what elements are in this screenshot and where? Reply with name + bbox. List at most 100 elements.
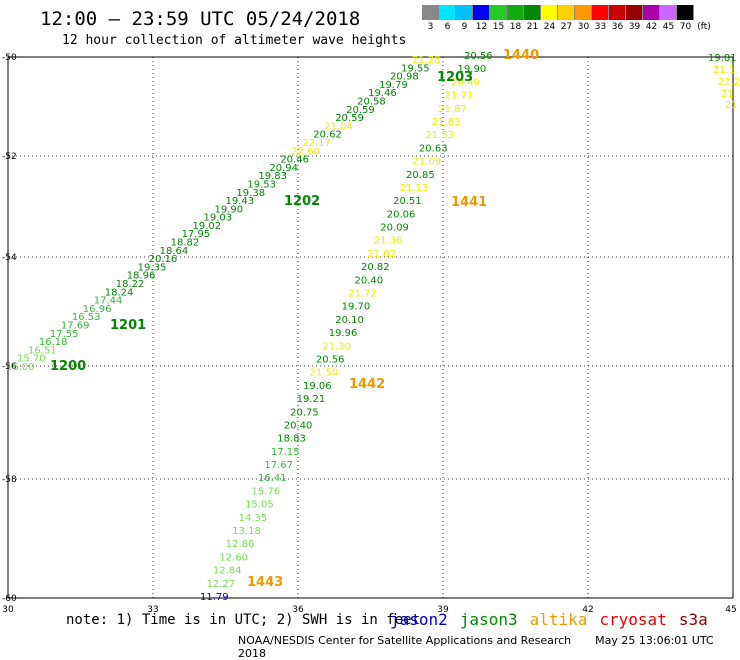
y-tick-label: -60 [2,594,17,604]
color-scale-label: 42 [645,22,658,32]
wave-height-label: 16.53 [72,312,101,323]
wave-height-label: 22.2 [718,77,740,88]
page-title: 12:00 — 23:59 UTC 05/24/2018 [40,8,361,30]
wave-height-label: 14.35 [239,513,268,524]
wave-height-label: 16.18 [39,337,68,348]
color-scale-label: 24 [543,22,556,32]
wave-height-label: 19.53 [247,179,276,190]
legend-item-altika: altika [529,610,588,629]
wave-height-label: 17.67 [264,460,293,471]
wave-height-label: 18.22 [116,279,145,290]
wave-height-label: 19.90 [458,64,487,75]
wave-height-label: 19.46 [368,88,397,99]
pass-time-label: 1442 [349,377,385,392]
wave-height-label: 19.70 [342,302,371,313]
pass-time-label: 1443 [247,575,283,590]
pass-time-label: 1203 [437,70,473,85]
page-subtitle: 12 hour collection of altimeter wave hei… [62,33,407,48]
wave-height-label: 19.55 [401,63,430,74]
wave-height-label: 18.24 [105,287,134,298]
wave-height-label: 21.1 [713,65,735,76]
color-scale-label: 3 [427,22,434,32]
wave-height-label: 19.38 [236,188,265,199]
wave-height-label: 19.81 [708,53,737,64]
wave-height-label: 17.44 [94,296,123,307]
wave-height-label: 20.94 [269,163,298,174]
wave-height-label: 12.60 [219,552,248,563]
units-note: note: 1) Time is in UTC; 2) SWH is in fe… [66,612,421,628]
wave-height-label: 19.06 [303,381,332,392]
color-scale-label: 6 [444,22,451,32]
color-scale-label: 70 [679,22,692,32]
color-swatch [439,5,456,20]
wave-height-label: 19.35 [138,262,167,273]
color-scale-label: 30 [577,22,590,32]
wave-height-label: 18.82 [171,238,200,249]
wave-height-label: 20.75 [290,407,319,418]
wave-height-label: 20.40 [355,275,384,286]
wave-height-label: 13.18 [232,526,261,537]
color-scale-bar [422,5,694,20]
wave-height-label: 21. [721,89,737,100]
wave-height-label: 21 [725,100,738,111]
y-tick-label: -54 [2,253,17,263]
legend-item-jason2: jason2 [390,610,448,629]
wave-height-label: 20.46 [280,155,309,166]
wave-height-label: 19.03 [204,213,233,224]
color-swatch [677,5,694,20]
pass-time-label: 1200 [50,359,86,374]
color-scale-label: (ft) [697,22,711,32]
y-tick-label: -58 [2,475,17,485]
color-scale-label: 15 [492,22,505,32]
wave-height-label: 20.62 [313,130,342,141]
legend-item-s3a: s3a [678,610,708,629]
pass-time-label: 1440 [503,48,539,63]
color-swatch [473,5,490,20]
wave-height-label: 18.64 [160,246,189,257]
wave-height-label: 21.04 [324,121,353,132]
wave-height-label: 20.98 [390,72,419,83]
wave-height-label: 19.02 [193,221,222,232]
legend-item-cryosat: cryosat [599,610,667,629]
wave-height-label: 21.30 [322,341,351,352]
wave-height-label: 18.83 [277,434,306,445]
wave-height-label: 12.86 [226,539,255,550]
wave-height-label: 21.28 [412,55,441,66]
wave-height-label: 16.00 [6,362,35,373]
wave-height-label: 20.85 [406,170,435,181]
wave-height-label: 12.84 [213,566,242,577]
satellite-legend: jason2 jason3 altika cryosat s3a [390,610,720,629]
x-tick-label: 45 [725,605,736,615]
x-tick-label: 30 [2,605,14,615]
wave-height-label: 17.95 [182,229,211,240]
color-swatch [592,5,609,20]
pass-time-label: 1202 [284,194,320,209]
color-swatch [609,5,626,20]
wave-height-label: 21.71 [445,91,474,102]
map-grid [7,56,734,599]
wave-height-label: 20.59 [346,105,375,116]
x-tick-label: 39 [437,605,449,615]
color-swatch [541,5,558,20]
wave-height-label: 19.21 [297,394,326,405]
color-swatch [507,5,524,20]
axis-ticks: 30 33 36 39 42 45 -50 -52 -54 -56 -58 -60 [2,53,737,615]
wave-height-label: 21.36 [374,236,403,247]
footer-credit: NOAA/NESDIS Center for Satellite Applica… [238,634,572,647]
y-tick-label: -50 [2,53,17,63]
wave-height-label: 15.76 [252,486,281,497]
color-swatch [558,5,575,20]
color-scale-label: 18 [509,22,522,32]
wave-height-label: 20.06 [387,209,416,220]
wave-height-label: 21.83 [432,117,461,128]
wave-height-label: 20.10 [335,315,364,326]
footer: NOAA/NESDIS Center for Satellite Applica… [238,634,740,660]
color-swatch [643,5,660,20]
wave-height-label: 18.96 [127,271,156,282]
color-swatch [490,5,507,20]
color-scale-label: 9 [461,22,468,32]
color-scale-label: 33 [594,22,607,32]
color-scale-label: 21 [526,22,539,32]
wave-height-label: 19.83 [258,171,287,182]
